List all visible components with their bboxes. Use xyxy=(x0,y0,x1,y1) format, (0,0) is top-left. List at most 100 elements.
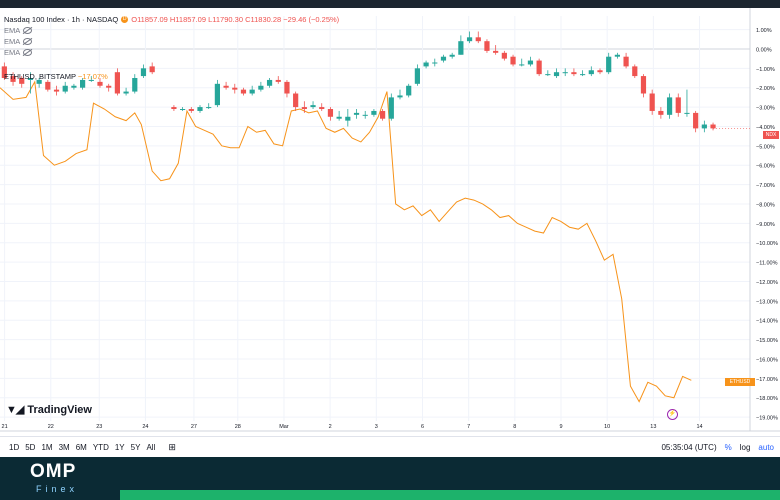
candle-body xyxy=(371,110,377,115)
candle-body xyxy=(423,62,429,67)
tradingview-logo[interactable]: ▼◢ TradingView xyxy=(6,403,92,417)
y-tick-label: −7.00% xyxy=(756,183,775,189)
candle-body xyxy=(206,107,212,109)
y-tick-label: −1.00% xyxy=(756,67,775,73)
hidden-eye-icon[interactable] xyxy=(23,38,33,45)
omp-logo: OMP xyxy=(30,461,77,482)
compare-symbol: ETHUSD, BITSTAMP xyxy=(4,72,76,81)
candle-body xyxy=(1,66,7,79)
candle-body xyxy=(466,37,473,42)
y-tick-label: −12.00% xyxy=(756,280,778,286)
candle-body xyxy=(632,66,638,77)
x-tick-label: 13 xyxy=(650,424,656,430)
ndx-price-flag: NDX xyxy=(763,131,779,139)
calendar-icon[interactable]: ⊞ xyxy=(168,441,176,452)
timeframe-1m[interactable]: 1M xyxy=(41,442,53,452)
y-tick-label: −18.00% xyxy=(756,396,778,402)
indicator-ema-1[interactable]: EMA xyxy=(4,25,339,36)
candle-body xyxy=(397,95,403,98)
candle-body xyxy=(197,107,203,111)
candle-body xyxy=(675,97,681,113)
price-chart[interactable]: 1.00% 0.00% −1.00% −2.00% −3.00% −4.00% −5.00%… xyxy=(0,8,780,436)
x-tick-label: 22 xyxy=(48,424,54,430)
timeframe-6m[interactable]: 6M xyxy=(75,442,87,452)
x-tick-label: 3 xyxy=(375,424,378,430)
candle-body xyxy=(545,74,551,76)
candle-body xyxy=(380,110,386,119)
timeframe-selector: 1D 5D 1M 3M 6M YTD 1Y 5Y All xyxy=(6,443,158,452)
legend-main-row[interactable]: Nasdaq 100 Index · 1h · NASDAQ D O11857.… xyxy=(4,14,339,25)
ohlc-values: O11857.09 H11857.09 L11790.30 C11830.28 … xyxy=(131,14,340,24)
y-tick-label: −16.00% xyxy=(756,357,778,363)
x-tick-label: 28 xyxy=(235,424,241,430)
indicator-ema-2[interactable]: EMA xyxy=(4,36,339,47)
candle-body xyxy=(266,79,273,86)
y-tick-label: −14.00% xyxy=(756,319,778,325)
x-tick-label: 21 xyxy=(2,424,8,430)
candle-body xyxy=(327,109,334,117)
x-tick-label: 23 xyxy=(96,424,102,430)
candle-body xyxy=(19,78,25,84)
compare-change: −17.07% xyxy=(77,72,108,81)
candle-body xyxy=(80,79,86,88)
y-tick-label: −19.00% xyxy=(756,416,778,422)
candle-body xyxy=(336,116,342,119)
timeframe-ytd[interactable]: YTD xyxy=(92,442,109,452)
candle-body xyxy=(240,89,247,94)
candle-body xyxy=(27,78,34,80)
y-tick-label: −5.00% xyxy=(756,144,775,150)
candle-body xyxy=(510,56,516,65)
compare-legend[interactable]: ETHUSD, BITSTAMP −17.07% xyxy=(4,72,108,81)
candle-body xyxy=(353,112,360,115)
utc-clock[interactable]: 05:35:04 (UTC) xyxy=(661,442,717,452)
x-tick-label: 10 xyxy=(604,424,610,430)
percent-scale-toggle[interactable]: % xyxy=(724,442,732,452)
y-tick-label: 0.00% xyxy=(756,47,772,53)
candle-body xyxy=(88,79,94,81)
candle-body xyxy=(658,110,664,115)
hidden-eye-icon[interactable] xyxy=(23,27,33,34)
indicator-label: EMA xyxy=(4,25,21,35)
y-tick-label: −10.00% xyxy=(756,241,778,247)
candle-body xyxy=(493,50,499,53)
candle-body xyxy=(62,85,68,92)
candle-body xyxy=(614,54,620,57)
hidden-eye-icon[interactable] xyxy=(23,49,33,56)
log-scale-toggle[interactable]: log xyxy=(739,442,751,452)
y-tick-label: −15.00% xyxy=(756,338,778,344)
y-tick-label: −2.00% xyxy=(756,86,775,92)
candle-body xyxy=(180,109,186,111)
candle-body xyxy=(710,124,716,129)
candle-body xyxy=(36,79,42,84)
chart-legend: Nasdaq 100 Index · 1h · NASDAQ D O11857.… xyxy=(4,14,339,58)
candle-body xyxy=(693,112,699,129)
y-tick-label: −9.00% xyxy=(756,222,775,228)
finex-wordmark: Finex xyxy=(36,484,79,494)
candle-body xyxy=(684,112,690,114)
timeframe-all[interactable]: All xyxy=(146,442,156,452)
candle-body xyxy=(571,72,577,75)
candle-body xyxy=(458,41,464,55)
tradingview-mark-icon: ▼◢ xyxy=(6,404,24,416)
chart-area xyxy=(0,8,780,436)
timeframe-5y[interactable]: 5Y xyxy=(130,442,141,452)
y-tick-label: −17.00% xyxy=(756,377,778,383)
x-tick-label: 7 xyxy=(467,424,470,430)
candle-body xyxy=(301,107,307,110)
auto-scale-toggle[interactable]: auto xyxy=(758,442,774,452)
timeframe-5d[interactable]: 5D xyxy=(25,442,36,452)
candle-body xyxy=(319,107,325,110)
candle-body xyxy=(275,79,281,82)
indicator-ema-3[interactable]: EMA xyxy=(4,47,339,58)
candle-body xyxy=(71,85,77,88)
event-marker-icon[interactable]: ⚡ xyxy=(667,409,678,420)
candle-body xyxy=(562,72,568,74)
timeframe-1y[interactable]: 1Y xyxy=(114,442,125,452)
candle-body xyxy=(232,87,238,90)
x-tick-label: 8 xyxy=(513,424,516,430)
eth-series-line xyxy=(0,80,692,403)
timeframe-3m[interactable]: 3M xyxy=(58,442,70,452)
candle-body xyxy=(588,70,594,75)
timeframe-1d[interactable]: 1D xyxy=(9,442,20,452)
candle-body xyxy=(53,89,60,92)
